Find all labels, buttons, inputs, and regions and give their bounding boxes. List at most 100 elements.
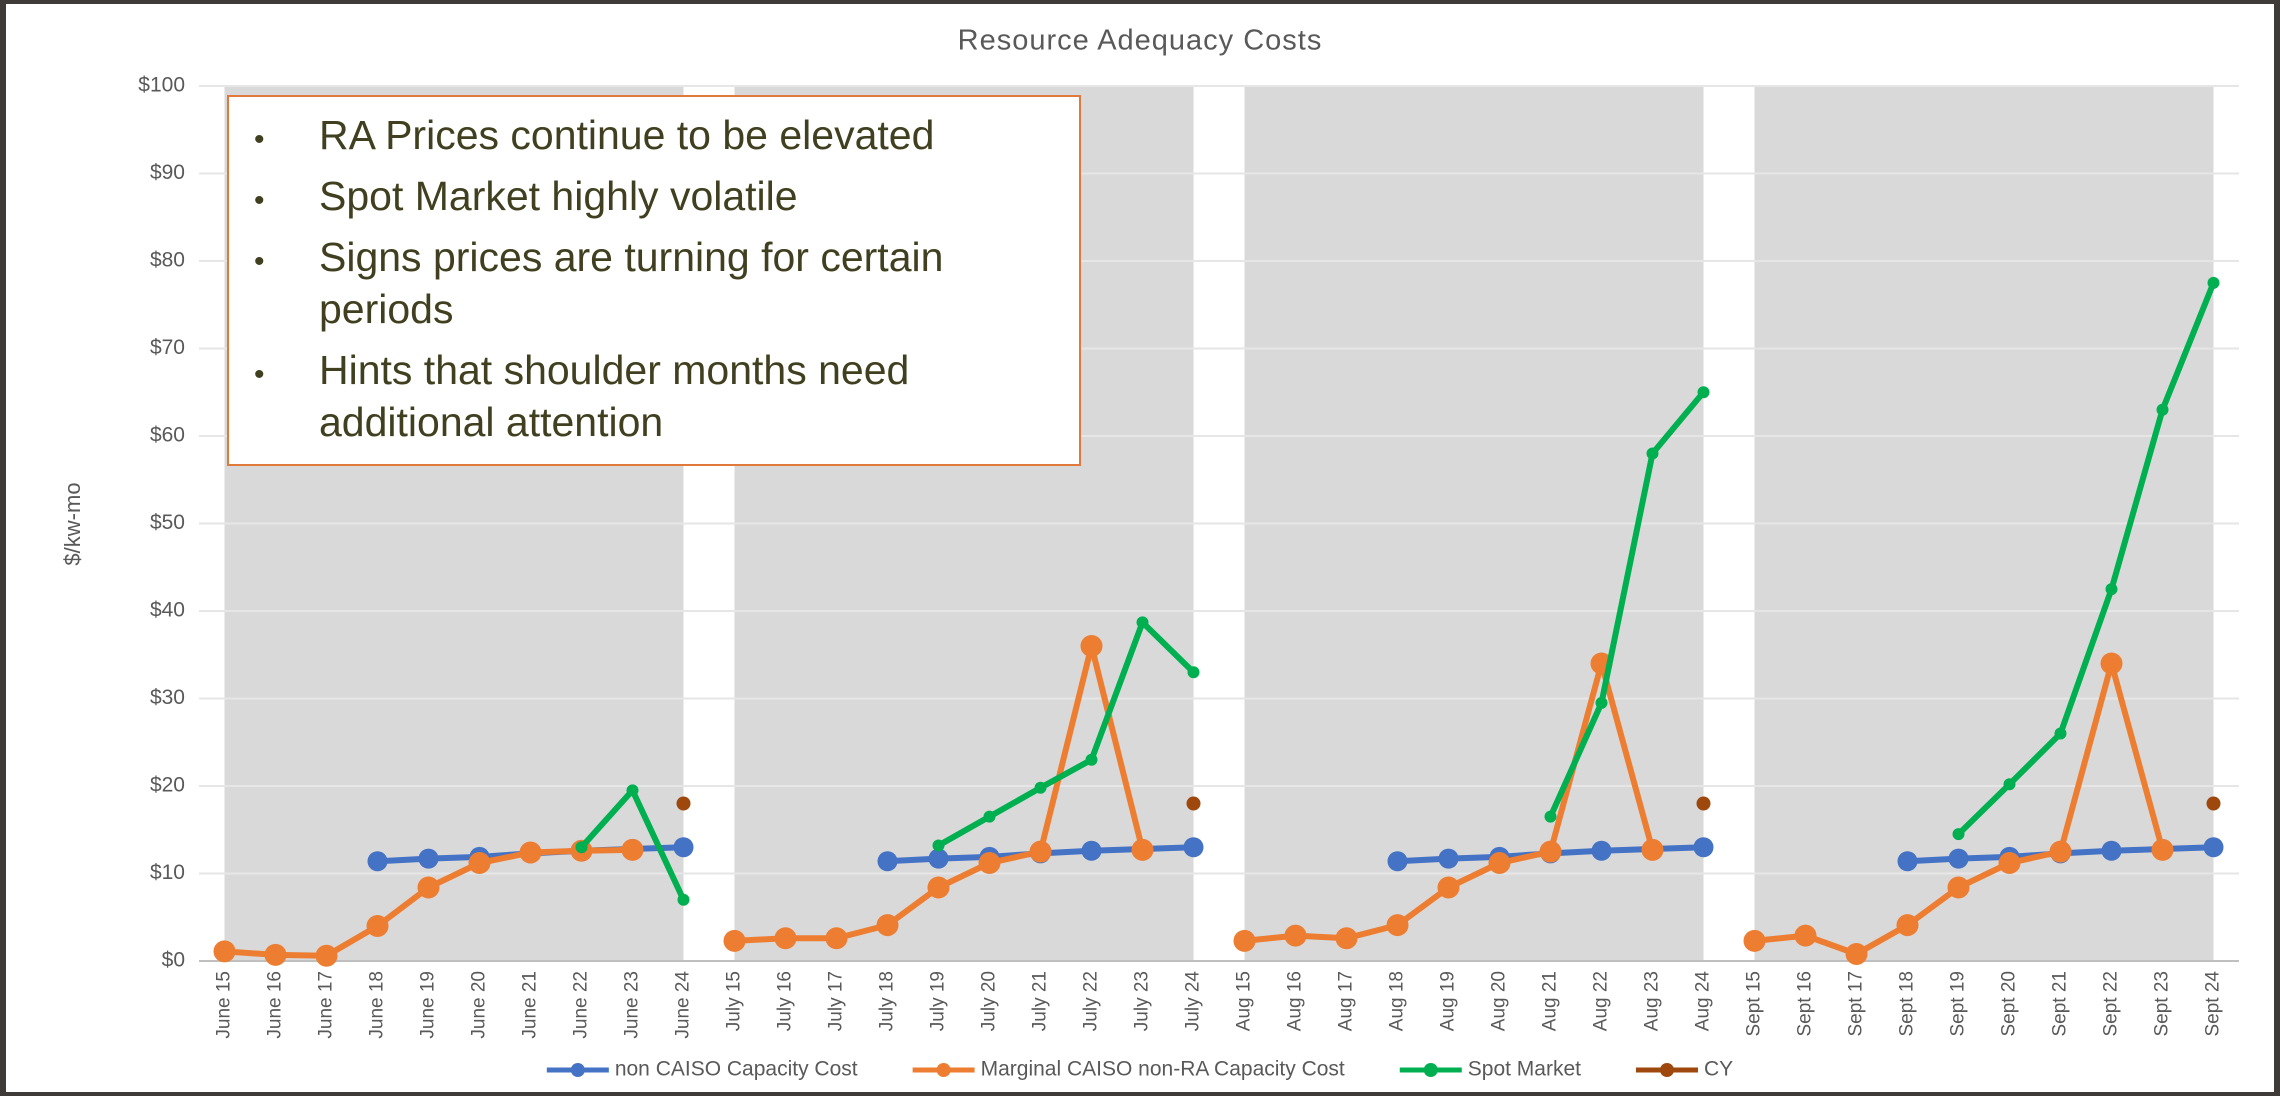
point [2105,583,2118,596]
point [1437,876,1460,899]
x-tick-label: July 21 [1030,971,1051,1031]
x-tick-label: Sept 17 [1846,971,1867,1037]
legend-dot [1423,1063,1438,1077]
point [1085,753,1098,766]
point [1794,924,1817,947]
x-tick-label: June 20 [469,971,490,1039]
x-tick-label: Sept 18 [1897,971,1918,1037]
note-text: additional attention [319,399,663,445]
point [774,927,797,950]
y-tick-label: $100 [138,74,185,97]
chart-title: Resource Adequacy Costs [958,25,1323,57]
point [417,876,440,899]
point [1544,810,1557,823]
x-tick-label: Aug 22 [1591,971,1612,1031]
point [626,784,639,797]
x-tick-label: June 22 [571,971,592,1039]
point [468,852,491,874]
legend-item: Spot Market [1399,1058,1581,1081]
x-tick-label: Sept 19 [1948,971,1969,1037]
point [621,838,644,861]
x-tick-label: Aug 17 [1336,971,1357,1031]
point [1697,386,1710,399]
y-tick-label: $70 [150,336,185,359]
y-tick-label: $60 [150,424,185,447]
point [315,944,338,967]
x-tick-label: Sept 16 [1795,971,1816,1037]
point [1998,852,2021,874]
point [1947,876,1970,899]
y-tick-label: $30 [150,686,185,709]
x-tick-label: June 18 [367,971,388,1039]
x-tick-label: Aug 20 [1489,971,1510,1031]
point [825,927,848,950]
point [264,943,287,966]
point [1080,635,1103,657]
point [1335,927,1358,950]
point [676,796,691,811]
point [213,940,236,963]
point [983,810,996,823]
point [1386,914,1409,937]
y-tick-label: $90 [150,161,185,184]
note-box: • RA Prices continue to be elevated • Spot … [227,95,1081,466]
x-tick-label: Sept 22 [2101,971,2122,1037]
point [2156,403,2169,416]
point [1233,929,1256,952]
x-tick-label: Aug 16 [1285,971,1306,1031]
point [366,915,389,937]
point [1693,837,1714,858]
note-text: RA Prices continue to be elevated [319,112,934,158]
y-tick-label: $80 [150,249,185,272]
point [1131,838,1154,861]
legend-label: Marginal CAISO non-RA Capacity Cost [981,1058,1345,1081]
point [519,841,542,864]
point [2101,840,2122,861]
point [2206,796,2221,811]
note-frame [227,95,1081,466]
point [1081,840,1102,861]
bullet: • [254,245,265,278]
bullet: • [254,358,265,391]
point [2003,778,2016,791]
point [723,929,746,952]
chart: Resource Adequacy Costs $/kw-mo $0 $10 $20… [6,4,2274,1092]
point [1952,828,1965,841]
point [877,851,898,872]
point [1845,943,1868,965]
point [1897,851,1918,872]
x-tick-label: July 18 [877,971,898,1031]
x-tick-label: Aug 18 [1387,971,1408,1031]
x-tick-label: July 22 [1081,971,1102,1031]
point [1743,929,1766,952]
point [1029,840,1052,863]
y-tick-label: $20 [150,774,185,797]
x-tick-label: Aug 24 [1693,971,1714,1032]
x-tick-label: Sept 23 [2152,971,2173,1037]
x-tick-label: July 17 [826,971,847,1031]
x-tick-label: July 24 [1183,971,1204,1032]
note-text: periods [319,286,453,332]
y-tick-label: $10 [150,861,185,884]
x-tick-label: Aug 21 [1540,971,1561,1031]
point [1183,837,1204,858]
point [575,841,588,854]
point [1136,616,1149,629]
point [1539,840,1562,863]
legend-item: Marginal CAISO non-RA Capacity Cost [912,1058,1345,1081]
x-tick-label: July 19 [928,971,949,1031]
y-axis-label: $/kw-mo [60,482,85,565]
x-tick-label: June 15 [214,971,235,1039]
point [1284,924,1307,947]
legend: non CAISO Capacity Cost Marginal CAISO no… [546,1058,1733,1081]
x-tick-label: Aug 19 [1438,971,1459,1031]
x-tick-label: June 24 [673,971,694,1039]
point [1646,447,1659,460]
legend-dot [1659,1063,1674,1077]
point [367,851,388,872]
point [1387,851,1408,872]
x-tick-label: Sept 20 [1999,971,2020,1037]
point [932,839,945,852]
legend-label: CY [1704,1058,1733,1081]
x-tick-label: July 23 [1132,971,1153,1031]
